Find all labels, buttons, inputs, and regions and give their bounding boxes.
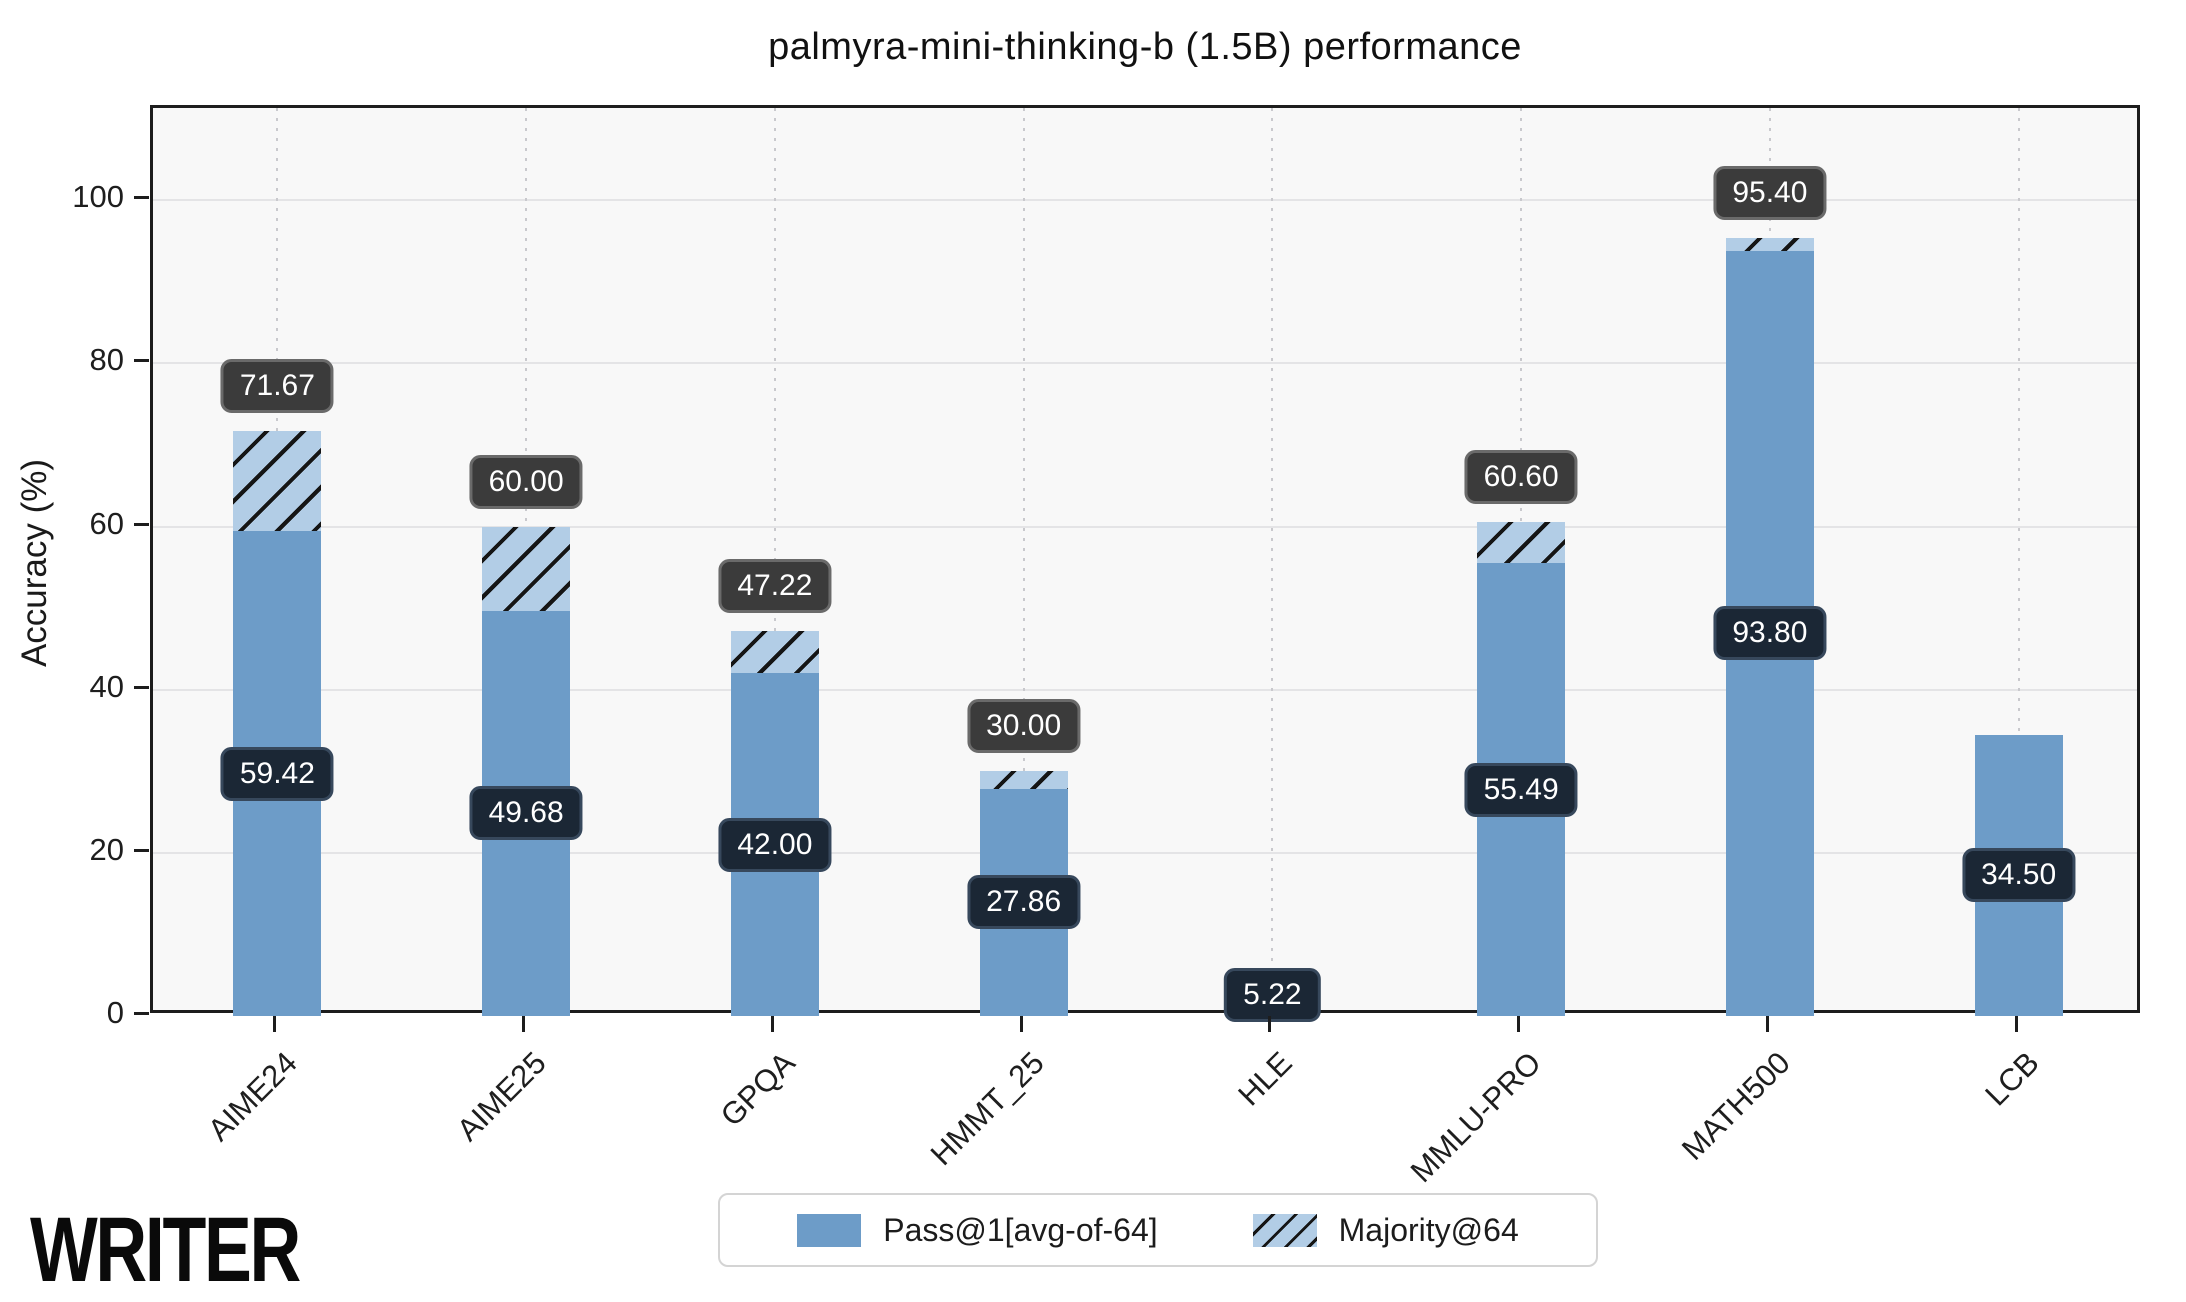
y-tick-mark bbox=[134, 359, 149, 363]
y-tick-mark bbox=[134, 196, 149, 200]
y-tick-label: 100 bbox=[72, 179, 124, 215]
h-gridline bbox=[153, 362, 2137, 365]
h-gridline bbox=[153, 525, 2137, 528]
x-tick-label: LCB bbox=[1977, 1045, 2046, 1113]
x-tick-mark bbox=[1019, 1016, 1023, 1032]
legend-item: Pass@1[avg-of-64] bbox=[797, 1211, 1158, 1249]
x-tick-mark bbox=[1268, 1016, 1272, 1032]
y-tick-mark bbox=[134, 848, 149, 852]
v-gridline bbox=[1022, 108, 1025, 1010]
chart-title: palmyra-mini-thinking-b (1.5B) performan… bbox=[768, 26, 1522, 68]
y-tick-label: 60 bbox=[89, 505, 124, 541]
bar-majority bbox=[1725, 237, 1814, 251]
x-tick-mark bbox=[1765, 1016, 1769, 1032]
legend-item: Majority@64 bbox=[1252, 1211, 1519, 1249]
bar-majority bbox=[730, 630, 819, 674]
v-gridline bbox=[2017, 108, 2020, 1010]
legend-swatch-pass bbox=[797, 1213, 862, 1247]
majority-value-label: 60.00 bbox=[469, 454, 583, 509]
pass-value-label: 49.68 bbox=[469, 786, 583, 841]
h-gridline bbox=[153, 199, 2137, 202]
legend-label: Majority@64 bbox=[1338, 1211, 1519, 1248]
pass-value-label: 93.80 bbox=[1713, 606, 1827, 661]
h-gridline bbox=[153, 851, 2137, 854]
legend-label: Pass@1[avg-of-64] bbox=[883, 1211, 1158, 1248]
pass-value-label: 59.42 bbox=[220, 746, 334, 801]
bar-majority bbox=[1477, 521, 1566, 564]
h-gridline bbox=[153, 688, 2137, 691]
legend-swatch-majority bbox=[1252, 1213, 1317, 1247]
x-tick-mark bbox=[770, 1016, 774, 1032]
pass-value-label: 5.22 bbox=[1224, 967, 1321, 1022]
x-tick-mark bbox=[522, 1016, 526, 1032]
x-tick-mark bbox=[2014, 1016, 2018, 1032]
y-tick-mark bbox=[134, 685, 149, 689]
bar-majority bbox=[233, 431, 322, 532]
y-tick-mark bbox=[134, 1012, 149, 1015]
majority-value-label: 95.40 bbox=[1713, 165, 1827, 220]
majority-value-label: 71.67 bbox=[220, 359, 334, 414]
y-tick-mark bbox=[134, 522, 149, 526]
y-axis-title: Accuracy (%) bbox=[15, 458, 54, 668]
pass-value-label: 34.50 bbox=[1962, 848, 2076, 903]
x-tick-label: AIME25 bbox=[450, 1045, 553, 1148]
majority-value-label: 47.22 bbox=[718, 558, 832, 613]
pass-value-label: 42.00 bbox=[718, 817, 832, 872]
legend: Pass@1[avg-of-64] Majority@64 bbox=[718, 1193, 1598, 1267]
y-tick-label: 0 bbox=[106, 995, 124, 1030]
y-tick-label: 80 bbox=[89, 342, 124, 378]
x-tick-mark bbox=[1517, 1016, 1521, 1032]
majority-value-label: 60.60 bbox=[1464, 449, 1578, 504]
pass-value-label: 27.86 bbox=[967, 875, 1081, 930]
writer-logo: WRITER bbox=[30, 1199, 301, 1301]
bar-majority bbox=[482, 526, 571, 611]
majority-value-label: 30.00 bbox=[967, 699, 1081, 754]
plot-area: 59.42 71.67 49.68 60.00 42.00 47.22 27.86 30.00… bbox=[150, 105, 2140, 1022]
bar-majority bbox=[979, 771, 1068, 789]
pass-value-label: 55.49 bbox=[1464, 762, 1578, 817]
y-tick-label: 20 bbox=[89, 831, 124, 867]
x-tick-mark bbox=[273, 1016, 277, 1032]
v-gridline bbox=[1271, 108, 1274, 1010]
y-tick-label: 40 bbox=[89, 668, 124, 704]
